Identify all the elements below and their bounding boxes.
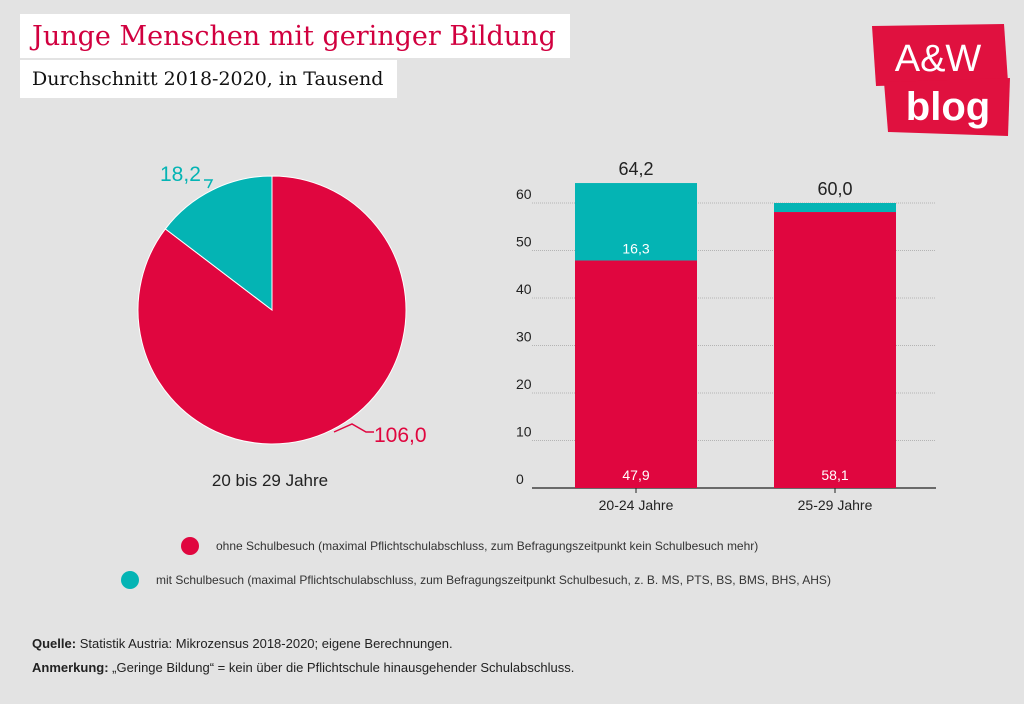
bar-mit-schulbesuch-2 — [774, 203, 896, 213]
note-text: „Geringe Bildung“ = kein über die Pflich… — [108, 660, 575, 675]
footer-note: Anmerkung: „Geringe Bildung“ = kein über… — [32, 660, 574, 675]
bar-label-ohne-2: 58,1 — [821, 467, 848, 483]
source-text: Statistik Austria: Mikrozensus 2018-2020… — [76, 636, 453, 651]
title-box: Junge Menschen mit geringer Bildung — [20, 14, 570, 58]
bar-total-1: 64,2 — [618, 159, 653, 179]
pie-label-mit-schulbesuch: 18,2 — [160, 163, 201, 186]
y-tick-label-40: 40 — [516, 281, 532, 297]
legend-swatch-1 — [181, 537, 199, 555]
logo-text-blog: blog — [906, 85, 990, 129]
pie-slice-mit-schulbesuch — [164, 175, 273, 312]
logo-text-aw: A&W — [895, 38, 982, 80]
bar-mit-schulbesuch-1 — [575, 183, 697, 261]
y-tick-label-50: 50 — [516, 234, 532, 250]
chart-title: Junge Menschen mit geringer Bildung — [32, 21, 556, 52]
bar-label-ohne-1: 47,9 — [622, 467, 649, 483]
bar-total-2: 60,0 — [817, 179, 852, 199]
pie-leader-red — [333, 423, 374, 433]
subtitle-box: Durchschnitt 2018-2020, in Tausend — [20, 60, 398, 98]
chart-subtitle: Durchschnitt 2018-2020, in Tausend — [32, 68, 384, 90]
y-tick-label-10: 10 — [516, 424, 532, 440]
legend-text-2: mit Schulbesuch (maximal Pflichtschulabs… — [156, 573, 831, 587]
bar-label-mit-1: 16,3 — [622, 240, 649, 256]
aw-blog-logo[interactable]: A&W blog — [872, 24, 1010, 136]
legend-text-1: ohne Schulbesuch (maximal Pflichtschulab… — [216, 539, 758, 553]
y-tick-label-60: 60 — [516, 186, 532, 202]
pie-leader-teal — [204, 179, 214, 189]
x-tick-label-2: 25-29 Jahre — [798, 497, 873, 513]
y-tick-label-30: 30 — [516, 329, 532, 345]
x-tick-label-1: 20-24 Jahre — [599, 497, 674, 513]
note-label: Anmerkung: — [32, 660, 109, 675]
pie-caption: 20 bis 29 Jahre — [212, 471, 328, 490]
bar-ohne-schulbesuch-2 — [774, 212, 896, 488]
y-tick-label-0: 0 — [516, 471, 524, 487]
source-label: Quelle: — [32, 636, 77, 651]
footer-source: Quelle: Statistik Austria: Mikrozensus 2… — [32, 636, 453, 651]
pie-label-ohne-schulbesuch: 106,0 — [374, 424, 427, 447]
y-tick-label-20: 20 — [516, 376, 532, 392]
bar-ohne-schulbesuch-1 — [575, 260, 697, 488]
legend-swatch-2 — [121, 571, 139, 589]
